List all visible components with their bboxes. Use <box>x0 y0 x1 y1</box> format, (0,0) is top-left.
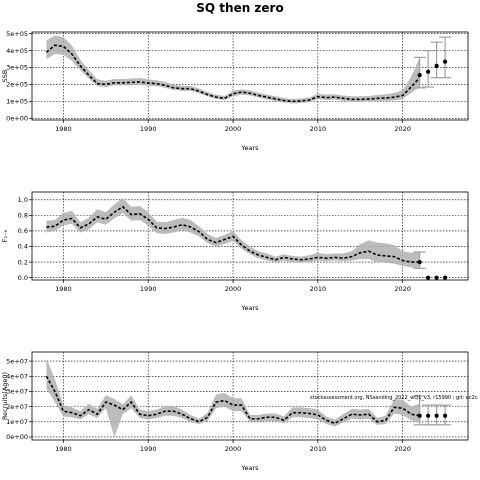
recruits-annotation: stockassessment.org, NSsanding_2022_wQ1_… <box>310 395 478 401</box>
ssb-estimate-line <box>45 44 421 103</box>
ssb-projection-point <box>434 63 439 68</box>
ssb-xtick-label: 1980 <box>55 125 72 133</box>
f-xtick-label: 2020 <box>394 285 411 293</box>
ssb-xtick-label: 2020 <box>394 125 411 133</box>
f-projection-point <box>442 275 448 280</box>
f-xtick-label: 2000 <box>225 285 242 293</box>
recruits-ytick-label: 4e+07 <box>6 372 28 380</box>
f-ytick-label: 0.6 <box>18 227 28 235</box>
ssb-ci-band <box>46 35 420 104</box>
f-xtick-label: 1990 <box>140 285 157 293</box>
f-xaxis-label: Years <box>240 304 259 312</box>
ssb-ytick-label: 0e+00 <box>6 115 28 123</box>
recruits-xtick-label: 1980 <box>55 445 72 453</box>
recruits-xtick-label: 2010 <box>310 445 327 453</box>
ssb-xaxis-label: Years <box>240 144 259 152</box>
ssb-xtick-label: 2010 <box>310 125 327 133</box>
recruits-plot-frame <box>31 351 469 441</box>
f-projection-point <box>417 259 422 265</box>
f-yaxis-label: F₂₋₆ <box>1 229 9 242</box>
f-xtick-label: 2010 <box>310 285 327 293</box>
ssb-plot-frame <box>31 31 469 121</box>
recruits-ytick-label: 5e+07 <box>6 357 28 365</box>
recruits-panel: 1980 1990 2000 2010 2020 0e+00 1e+07 2e+07 3e+07… <box>1 351 478 472</box>
ssb-projection-point <box>417 73 422 78</box>
recruits-xaxis-label: Years <box>240 464 259 472</box>
ssb-projection-point <box>442 59 448 64</box>
recruits-projection-point <box>417 413 422 418</box>
f-ytick-label: 0.4 <box>18 243 28 251</box>
ssb-projection-point <box>426 69 431 74</box>
f-projection-point <box>426 275 431 280</box>
f-estimate-line <box>46 205 420 263</box>
ssb-panel: 1980 1990 2000 2010 2020 0e+00 1e+05 2e+05 3e+05… <box>1 30 469 152</box>
f-ci-band <box>46 198 420 269</box>
f-ytick-label: 0.0 <box>18 274 28 282</box>
ssb-xtick-label: 1990 <box>140 125 157 133</box>
recruits-yaxis-label: Recruits(Age0) <box>1 372 9 420</box>
ssb-ytick-label: 5e+05 <box>6 30 28 38</box>
recruits-projection-point <box>442 413 448 418</box>
f-projection-point <box>434 275 439 280</box>
recruits-xtick-label: 2000 <box>225 445 242 453</box>
f-xtick-label: 1980 <box>55 285 72 293</box>
figure-title: SQ then zero <box>196 1 283 15</box>
recruits-xtick-label: 1990 <box>140 445 157 453</box>
ssb-ytick-label: 4e+05 <box>6 47 28 55</box>
recruits-ytick-label: 0e+00 <box>6 433 28 441</box>
f-ytick-label: 0.2 <box>18 258 28 266</box>
recruits-ci-band <box>46 358 420 437</box>
f-panel: 1980 1990 2000 2010 2020 0.0 0.2 0.4 0.6 0.8 1.0 Ye… <box>1 191 469 312</box>
recruits-ytick-label: 1e+07 <box>6 418 28 426</box>
f-ytick-label: 0.8 <box>18 212 28 220</box>
recruits-xtick-label: 2020 <box>394 445 411 453</box>
recruits-projection-point <box>426 413 431 418</box>
f-ytick-label: 1.0 <box>18 196 28 204</box>
recruits-ytick-label: 3e+07 <box>6 388 28 396</box>
recruits-ytick-label: 2e+07 <box>6 403 28 411</box>
ssb-xtick-label: 2000 <box>225 125 242 133</box>
ssb-ytick-label: 2e+05 <box>6 81 28 89</box>
ssb-ytick-label: 1e+05 <box>6 98 28 106</box>
recruits-projection-point <box>434 413 439 418</box>
ssb-ytick-label: 3e+05 <box>6 64 28 72</box>
ssb-yaxis-label: SSB <box>1 70 9 83</box>
f-plot-frame <box>31 191 469 281</box>
